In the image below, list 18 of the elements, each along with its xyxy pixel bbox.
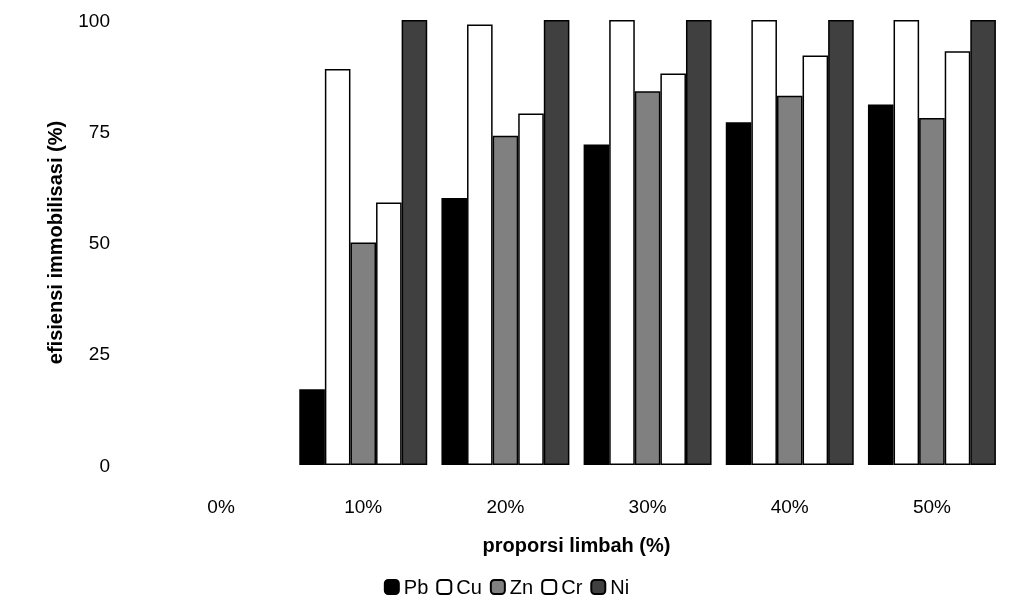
x-tick-label: 50% bbox=[912, 496, 952, 517]
y-tick-label: 25 bbox=[88, 343, 110, 365]
legend-label: Cu bbox=[456, 576, 482, 598]
x-tick-label: 40% bbox=[770, 496, 809, 517]
x-tick-label: 10% bbox=[344, 496, 383, 517]
x-axis-title: proporsi limbah (%) bbox=[482, 534, 671, 556]
y-tick-label: 0 bbox=[99, 454, 110, 476]
legend-label: Cr bbox=[561, 576, 583, 598]
y-tick-label: 100 bbox=[78, 9, 110, 31]
legend-label: Pb bbox=[403, 576, 429, 598]
legend-label: Ni bbox=[610, 576, 630, 598]
x-tick-label: 20% bbox=[486, 496, 525, 517]
y-tick-label: 50 bbox=[88, 232, 110, 253]
x-tick-label: 30% bbox=[628, 496, 667, 517]
legend-label: Zn bbox=[509, 576, 534, 598]
x-tick-label: 0% bbox=[207, 496, 235, 517]
y-axis-title: efisiensi immobilisasi (%) bbox=[44, 120, 66, 365]
y-tick-label: 75 bbox=[88, 120, 110, 142]
